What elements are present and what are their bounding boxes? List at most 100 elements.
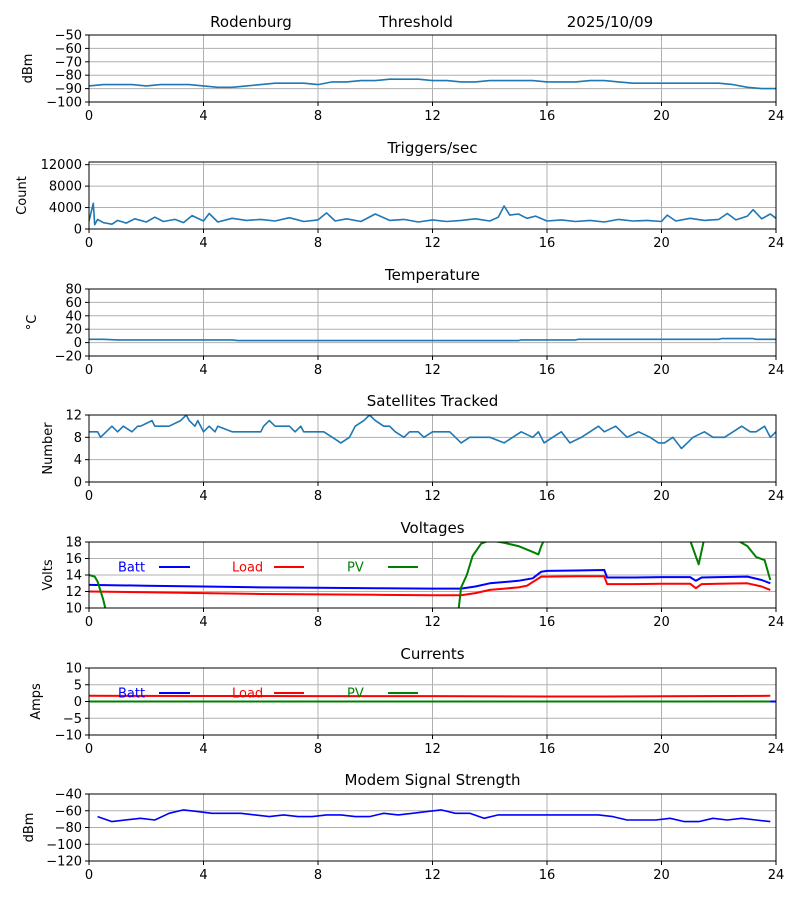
triggers-xtick-label: 8 — [314, 236, 322, 251]
currents-legend-label-pv: PV — [347, 687, 364, 702]
currents-xtick-label: 20 — [653, 742, 670, 757]
voltages-ytick-label: 14 — [65, 569, 82, 584]
voltages-xtick-label: 0 — [85, 615, 93, 630]
temperature-xtick-label: 4 — [199, 363, 207, 378]
threshold-xtick-label: 12 — [424, 109, 441, 124]
temperature-xtick-label: 12 — [424, 363, 441, 378]
modem-panel: 0 4 8 12 16 20 24 −120 −100 −80 −60−40 Modem Signal… — [22, 771, 784, 883]
temperature-ytick-label: 20 — [65, 323, 82, 338]
satellites-xtick-label: 0 — [85, 489, 93, 504]
voltages-legend-label-batt: Batt — [118, 561, 145, 576]
modem-ytick-label: −120 — [46, 855, 82, 870]
temperature-ytick-label: 40 — [65, 309, 82, 324]
satellites-xtick-label: 4 — [199, 489, 207, 504]
currents-xtick-label: 12 — [424, 742, 441, 757]
triggers-series-triggers — [89, 202, 776, 226]
triggers-ytick-label: 8000 — [49, 180, 82, 195]
triggers-title: Triggers/sec — [387, 139, 478, 157]
temperature-title: Temperature — [384, 266, 480, 284]
temperature-xtick-label: 24 — [768, 363, 785, 378]
triggers-ylabel: Count — [15, 176, 30, 215]
voltages-xtick-label: 16 — [539, 615, 556, 630]
voltages-legend-label-pv: PV — [347, 561, 364, 576]
triggers-panel: 0 4 8 12 16 20 24 0 4000 8000 12000 Triggers/sec Cou… — [15, 139, 784, 251]
temperature-series-temperature — [89, 337, 776, 342]
threshold-ylabel: dBm — [21, 54, 36, 84]
voltages-legend-label-load: Load — [232, 561, 263, 576]
modem-title: Modem Signal Strength — [345, 771, 521, 789]
threshold-ytick-label: −90 — [55, 82, 82, 97]
currents-series-load — [89, 694, 771, 698]
modem-ylabel: dBm — [22, 813, 37, 843]
satellites-xtick-label: 12 — [424, 489, 441, 504]
currents-title: Currents — [400, 645, 464, 663]
temperature-ytick-label: 60 — [65, 296, 82, 311]
modem-ytick-label: −60 — [55, 804, 82, 819]
satellites-ytick-label: 8 — [74, 431, 82, 446]
triggers-xtick-label: 12 — [424, 236, 441, 251]
modem-xtick-label: 24 — [768, 868, 785, 883]
temperature-ytick-label: 0 — [74, 336, 82, 351]
modem-xtick-label: 16 — [539, 868, 556, 883]
triggers-xtick-label: 20 — [653, 236, 670, 251]
satellites-xtick-label: 16 — [539, 489, 556, 504]
header-date: 2025/10/09 — [567, 13, 653, 31]
modem-ytick-label: −100 — [46, 838, 82, 853]
threshold-xtick-label: 4 — [199, 109, 207, 124]
satellites-xtick-label: 20 — [653, 489, 670, 504]
header-site: Rodenburg — [210, 13, 292, 31]
voltages-xtick-label: 20 — [653, 615, 670, 630]
voltages-xtick-label: 4 — [199, 615, 207, 630]
temperature-ylabel: °C — [25, 315, 40, 331]
voltages-ytick-label: 12 — [65, 585, 82, 600]
satellites-ytick-label: 12 — [65, 409, 82, 424]
threshold-ytick-label: −100 — [46, 96, 82, 111]
modem-ytick-label: −80 — [55, 821, 82, 836]
modem-xtick-label: 12 — [424, 868, 441, 883]
satellites-panel: 0 4 8 12 16 20 24 0 4 8 12 Satellites Tracked Number — [41, 392, 784, 504]
triggers-xtick-label: 24 — [768, 236, 785, 251]
currents-ytick-label: −5 — [63, 712, 82, 727]
voltages-title: Voltages — [400, 519, 464, 537]
voltages-xtick-label: 8 — [314, 615, 322, 630]
currents-xtick-label: 4 — [199, 742, 207, 757]
modem-xtick-label: 4 — [199, 868, 207, 883]
currents-ytick-label: 10 — [65, 662, 82, 677]
threshold-xtick-label: 20 — [653, 109, 670, 124]
threshold-panel: 0 4 8 12 16 20 24 −100−90−80−70−60−50 dBm — [21, 29, 784, 125]
voltages-ytick-label: 10 — [65, 602, 82, 617]
currents-legend-label-batt: Batt — [118, 687, 145, 702]
modem-xtick-label: 0 — [85, 868, 93, 883]
currents-xtick-label: 24 — [768, 742, 785, 757]
modem-xtick-label: 20 — [653, 868, 670, 883]
modem-xtick-label: 8 — [314, 868, 322, 883]
threshold-xtick-label: 24 — [768, 109, 785, 124]
temperature-xtick-label: 20 — [653, 363, 670, 378]
voltages-series-pv — [89, 542, 772, 608]
currents-xtick-label: 0 — [85, 742, 93, 757]
threshold-ytick-label: −70 — [55, 55, 82, 70]
voltages-ylabel: Volts — [41, 559, 56, 591]
satellites-ytick-label: 0 — [74, 476, 82, 491]
satellites-xtick-label: 8 — [314, 489, 322, 504]
threshold-ytick-label: −50 — [55, 29, 82, 44]
satellites-ytick-label: 4 — [74, 453, 82, 468]
temperature-xtick-label: 16 — [539, 363, 556, 378]
temperature-xtick-label: 0 — [85, 363, 93, 378]
threshold-xtick-label: 8 — [314, 109, 322, 124]
triggers-ytick-label: 4000 — [49, 201, 82, 216]
voltages-series-load — [89, 575, 771, 597]
threshold-xtick-label: 0 — [85, 109, 93, 124]
voltages-series-batt — [89, 569, 771, 590]
currents-ytick-label: 5 — [74, 678, 82, 693]
voltages-ytick-label: 16 — [65, 552, 82, 567]
modem-series-modem — [97, 809, 771, 823]
currents-legend-label-load: Load — [232, 687, 263, 702]
threshold-ytick-label: −60 — [55, 42, 82, 57]
temperature-ytick-label: 80 — [65, 283, 82, 298]
temperature-xtick-label: 8 — [314, 363, 322, 378]
